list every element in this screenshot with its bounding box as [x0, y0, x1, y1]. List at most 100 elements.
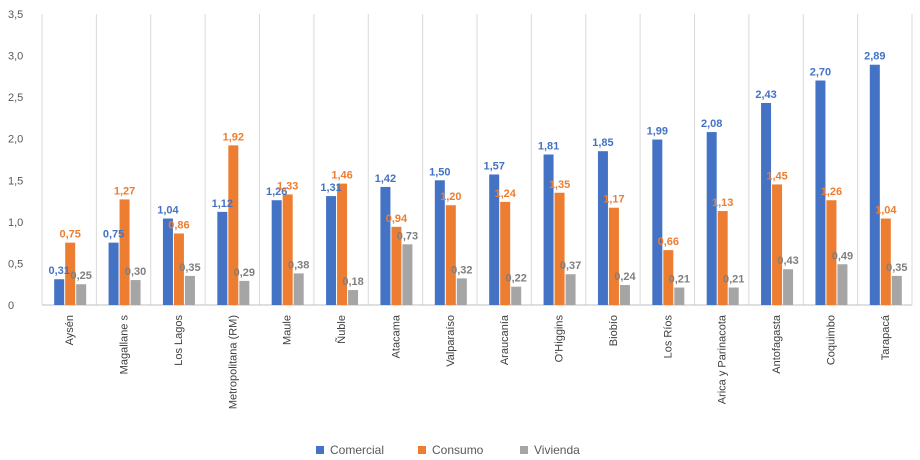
bar-consumo [608, 207, 619, 305]
bar-comercial [434, 180, 445, 305]
data-label: 1,46 [331, 170, 352, 182]
bar-consumo [173, 233, 184, 305]
y-axis: 0 0,5 1,0 1,5 2,0 2,5 3,0 3,5 [8, 9, 23, 312]
bar-consumo [772, 184, 783, 305]
data-label: 0,35 [886, 262, 907, 274]
data-label: 1,31 [320, 182, 341, 194]
bar-vivienda [783, 269, 794, 305]
data-label: 1,50 [429, 166, 450, 178]
bar-consumo [282, 194, 293, 305]
bar-vivienda [184, 275, 195, 305]
data-label: 1,04 [157, 205, 179, 217]
x-tick-label: O'Higgins [554, 315, 566, 363]
data-label: 1,26 [821, 186, 842, 198]
data-label: 1,57 [483, 160, 504, 172]
y-tick-label: 0,5 [8, 258, 23, 270]
data-label: 0,66 [658, 236, 679, 248]
data-label: 0,73 [397, 230, 418, 242]
bar-consumo [554, 192, 565, 305]
bar-comercial [271, 200, 282, 305]
data-label: 0,38 [288, 259, 309, 271]
bar-series [54, 64, 902, 306]
bar-vivienda [891, 275, 902, 305]
bar-comercial [869, 64, 880, 306]
data-label: 1,04 [875, 205, 897, 217]
x-tick-label: Tarapacá [880, 314, 892, 360]
data-label: 0,30 [125, 266, 146, 278]
y-tick-label: 1,0 [8, 217, 23, 229]
data-label: 0,94 [386, 213, 408, 225]
data-label: 2,08 [701, 118, 722, 130]
x-tick-label: Araucanía [499, 314, 511, 365]
data-label: 2,70 [810, 67, 831, 79]
bar-comercial [652, 139, 663, 305]
bar-consumo [826, 200, 837, 305]
x-tick-label: Valparaíso [445, 315, 457, 367]
bar-vivienda [348, 290, 359, 305]
data-label: 0,29 [234, 267, 255, 279]
data-label: 1,27 [114, 185, 135, 197]
x-tick-label: Los Ríos [662, 315, 674, 359]
legend-label-vivienda: Vivienda [534, 443, 580, 457]
data-label: 1,35 [549, 179, 570, 191]
data-label: 0,86 [168, 219, 189, 231]
data-label: 1,26 [266, 186, 287, 198]
bar-vivienda [728, 287, 739, 305]
x-tick-label: Arica y Parinacota [717, 314, 729, 404]
y-tick-label: 2,5 [8, 92, 23, 104]
data-label: 0,21 [669, 274, 690, 286]
bar-vivienda [456, 278, 467, 305]
x-tick-label: Metropolitana (RM) [227, 315, 239, 409]
bar-comercial [162, 218, 173, 305]
bar-comercial [217, 211, 228, 305]
data-label: 0,25 [70, 270, 91, 282]
data-label: 1,92 [223, 131, 244, 143]
x-tick-label: Coquimbo [825, 315, 837, 365]
bar-vivienda [619, 285, 630, 305]
bar-consumo [445, 205, 456, 305]
bar-comercial [543, 154, 554, 305]
data-label: 0,49 [832, 250, 853, 262]
data-label: 1,13 [712, 197, 733, 209]
bar-comercial [54, 279, 65, 305]
bar-comercial [706, 132, 717, 305]
y-tick-label: 3,5 [8, 9, 23, 21]
bar-vivienda [511, 286, 522, 305]
data-label: 1,81 [538, 141, 559, 153]
data-label: 1,99 [647, 126, 668, 138]
x-tick-label: Atacama [390, 314, 402, 358]
y-tick-label: 2,0 [8, 134, 23, 146]
bar-consumo [65, 242, 76, 305]
bar-vivienda [674, 287, 685, 305]
x-tick-label: Aysén [64, 315, 76, 345]
data-label: 1,24 [494, 188, 516, 200]
legend-swatch-vivienda [520, 446, 528, 454]
bar-consumo [880, 218, 891, 305]
data-labels: 0,31 0,75 0,25 0,75 1,27 0,30 1,04 0,86 0,35 1,12… [48, 51, 907, 288]
bar-consumo [663, 250, 674, 305]
data-label: 2,89 [864, 51, 885, 63]
bar-consumo [391, 226, 402, 305]
data-label: 1,33 [277, 180, 298, 192]
data-label: 1,12 [212, 198, 233, 210]
bar-consumo [337, 183, 348, 305]
x-axis: Aysén Magallane s Los Lagos Metropolitana (… [64, 314, 892, 409]
legend-label-comercial: Comercial [330, 443, 384, 457]
legend-label-consumo: Consumo [432, 443, 484, 457]
bar-vivienda [76, 284, 87, 305]
data-label: 0,43 [777, 255, 798, 267]
y-tick-label: 3,0 [8, 51, 23, 63]
data-label: 1,45 [766, 170, 787, 182]
x-tick-label: Ñuble [335, 315, 348, 344]
bar-consumo [500, 201, 511, 305]
y-tick-label: 0 [8, 300, 14, 312]
bar-vivienda [402, 244, 413, 305]
data-label: 1,42 [375, 173, 396, 185]
x-tick-label: Los Lagos [173, 315, 185, 366]
data-label: 1,85 [592, 137, 613, 149]
data-label: 0,37 [560, 260, 581, 272]
data-label: 1,17 [603, 194, 624, 206]
legend-swatch-comercial [316, 446, 324, 454]
data-label: 0,21 [723, 274, 744, 286]
